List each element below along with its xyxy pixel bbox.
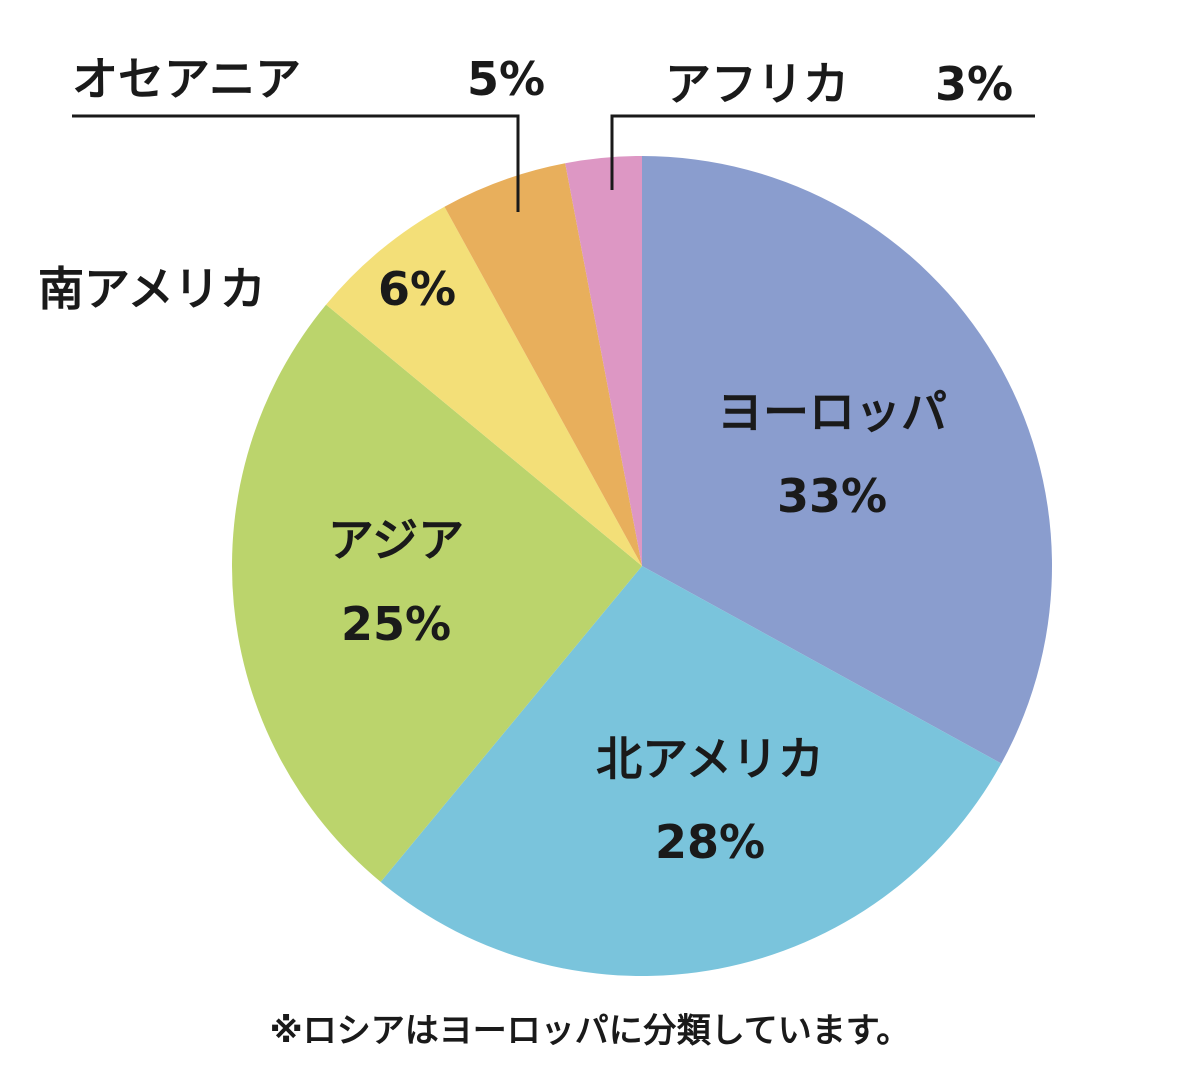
slice-label-north-america: 北アメリカ [596,732,824,786]
slice-label-europe: ヨーロッパ [717,385,947,439]
slice-percent-africa: 3% [935,57,1013,111]
pie-slice-oceania [444,163,642,567]
labels-layer: ヨーロッパ 33% 北アメリカ 28% アジア 25% 南アメリカ 6% オセアニア 5% アフリカ… [38,52,1013,869]
pie-slice-north-america [380,566,1002,976]
pie-slice-south-america [326,206,642,566]
slice-percent-oceania: 5% [467,52,545,106]
footnote: ※ロシアはヨーロッパに分類しています。 [270,1011,911,1051]
leader-lines [72,114,1035,212]
pie-slice-asia [232,304,642,882]
slice-percent-asia: 25% [341,597,451,651]
slice-label-africa: アフリカ [665,57,849,111]
slice-percent-north-america: 28% [655,815,765,869]
leader-line-oceania [72,114,520,212]
slice-label-asia: アジア [328,513,464,567]
slice-label-south-america: 南アメリカ [38,262,266,316]
pie-slice-europe [642,156,1052,764]
slice-percent-south-america: 6% [378,262,456,316]
pie-slice-africa [565,156,642,566]
slices-layer [232,156,1052,976]
leader-line-africa [610,114,1035,190]
slice-percent-europe: 33% [777,469,887,523]
slice-label-oceania: オセアニア [72,52,301,106]
